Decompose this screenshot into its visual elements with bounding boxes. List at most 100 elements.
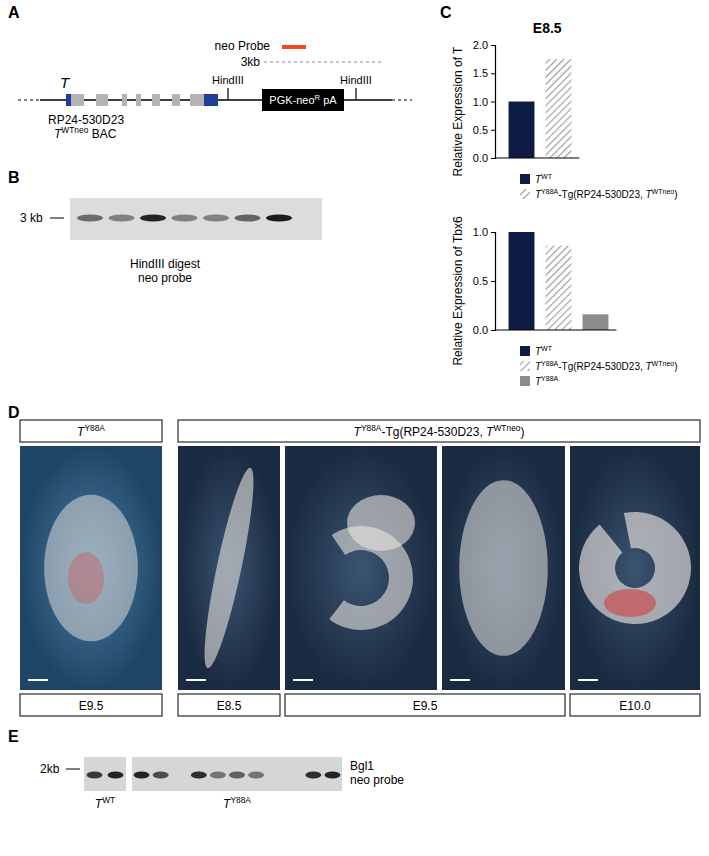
- restriction-site: [227, 88, 228, 100]
- scale-bar: [293, 679, 313, 681]
- gel-band: [286, 772, 302, 779]
- stage-label: E9.5: [79, 699, 104, 713]
- exon: [152, 94, 160, 106]
- header-box: [178, 420, 700, 442]
- embryo-photo: [20, 446, 162, 690]
- locus-line: [392, 100, 412, 101]
- locus-line: [18, 100, 40, 101]
- text-run: 3kb: [241, 55, 261, 69]
- size-marker: 3 kb: [20, 211, 43, 225]
- y-axis-line: [491, 46, 496, 159]
- panel-b: 3 kbHindIII digestneo probe: [20, 198, 322, 285]
- embryo-heart: [68, 552, 104, 604]
- embryo: [459, 480, 548, 656]
- text-run: Y88A: [541, 188, 558, 195]
- gel-band: [140, 215, 166, 222]
- gel-caption: HindIII digest: [130, 257, 201, 271]
- bar: [509, 232, 535, 330]
- text-run: neo Probe: [215, 39, 271, 53]
- probe-bar: [282, 45, 306, 49]
- stage-label: E9.5: [413, 699, 438, 713]
- tick-label: 1.5: [473, 67, 488, 79]
- site-label: HindIII: [212, 74, 244, 86]
- embryo: [579, 512, 691, 624]
- gel-band: [191, 772, 207, 779]
- bar: [583, 314, 609, 330]
- tick-label: 0.5: [473, 275, 488, 287]
- tick-label: 2.0: [473, 39, 488, 51]
- bar: [546, 59, 572, 158]
- tick-label: 1.0: [473, 226, 488, 238]
- text-run: HindIII digest: [130, 257, 201, 271]
- lane-group-label: TY88A: [223, 795, 251, 811]
- gel-band: [305, 772, 321, 779]
- gel-band: [267, 772, 283, 779]
- photo-background: [570, 446, 700, 690]
- scale-bar: [578, 679, 598, 681]
- text-run: BAC: [88, 127, 116, 141]
- text-run: ): [520, 425, 524, 439]
- x-axis-line: [495, 329, 616, 330]
- text-run: HindIII: [212, 74, 244, 86]
- panel-a: neo Probe3kbTHindIIIHindIIIPGK-neoR pARP…: [18, 39, 412, 141]
- genotype-header: TY88A-Tg(RP24-530D23, TWTneo): [354, 423, 525, 439]
- exon: [96, 94, 108, 106]
- header-box: [20, 420, 162, 442]
- gel-band: [153, 772, 169, 779]
- text-run: PGK-neo: [269, 94, 314, 106]
- exon: [66, 94, 71, 106]
- tick-mark: [491, 45, 495, 46]
- gel-band: [172, 772, 188, 779]
- gel-band: [134, 772, 150, 779]
- legend-label: TWT: [535, 173, 553, 185]
- exon: [71, 94, 84, 106]
- embryo-photo: [285, 446, 437, 690]
- text-run: -Tg(RP24-530D23,: [558, 361, 645, 372]
- lane-group-label: TWT: [95, 795, 115, 811]
- exon: [204, 94, 218, 106]
- figure: ABCDEneo Probe3kbTHindIIIHindIIIPGK-neoR…: [0, 0, 709, 856]
- gel: [84, 757, 126, 791]
- text-run: HindIII: [340, 74, 372, 86]
- x-axis-line: [495, 157, 579, 158]
- photo-background: [442, 446, 565, 690]
- y-axis: 0.00.51.01.52.0: [473, 39, 496, 164]
- stage-box: [20, 694, 162, 716]
- fragment-line: [264, 62, 382, 63]
- text-run: Y88A: [541, 375, 558, 382]
- site-label: HindIII: [340, 74, 372, 86]
- text-run: Bgl1: [350, 759, 374, 773]
- text-run: Y88A: [361, 423, 382, 433]
- y-tick: 0.5: [473, 275, 495, 287]
- text-run: WT: [541, 345, 553, 352]
- bac-label: TWTneo BAC: [54, 125, 117, 141]
- legend-swatch: [520, 361, 530, 371]
- stage-label: E10.0: [619, 699, 651, 713]
- text-run: WTneo: [652, 188, 675, 195]
- restriction-site: [355, 88, 356, 100]
- y-tick: 0.0: [473, 324, 495, 336]
- gel-band: [248, 772, 264, 779]
- legend-swatch: [520, 346, 530, 356]
- size-marker: 2kb: [40, 762, 60, 776]
- text-run: Y88A: [84, 423, 105, 433]
- legend-swatch: [520, 174, 530, 184]
- text-run: WTneo: [493, 423, 520, 433]
- embryo-photo: [570, 446, 700, 690]
- gene-label: T: [60, 74, 71, 91]
- tick-mark: [491, 232, 495, 233]
- text-run: E8.5: [533, 20, 562, 36]
- panel-label: D: [8, 404, 20, 421]
- gel-caption: neo probe: [350, 773, 404, 787]
- exon: [136, 94, 141, 106]
- plot-area: [509, 232, 609, 330]
- panel-label: C: [440, 4, 452, 21]
- tick-label: 0.5: [473, 124, 488, 136]
- photo-background: [178, 446, 280, 690]
- legend-label: TY88A-Tg(RP24-530D23, TWTneo): [535, 360, 678, 372]
- text-run: ): [674, 361, 677, 372]
- gel-band: [108, 772, 124, 779]
- tick-label: 1.0: [473, 96, 488, 108]
- cassette-box: [262, 89, 344, 111]
- text-run: D: [8, 404, 20, 421]
